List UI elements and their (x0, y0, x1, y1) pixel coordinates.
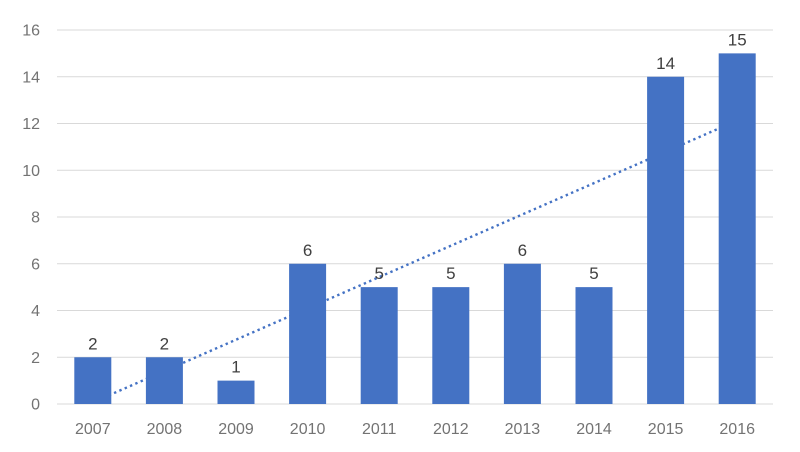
y-tick-label: 8 (31, 210, 40, 227)
bar (145, 357, 183, 404)
x-tick-label: 2010 (290, 421, 326, 438)
bar-data-label: 5 (589, 264, 598, 283)
bar-data-label: 5 (446, 264, 455, 283)
bar (74, 357, 112, 404)
bar (217, 380, 255, 404)
x-tick-label: 2012 (433, 421, 469, 438)
x-tick-label: 2013 (505, 421, 541, 438)
y-tick-label: 4 (31, 303, 40, 320)
bar-data-label: 14 (656, 54, 675, 73)
x-tick-label: 2008 (147, 421, 183, 438)
y-tick-label: 6 (31, 256, 40, 273)
x-tick-label: 2011 (362, 421, 397, 438)
trendline (92, 119, 738, 404)
bar-data-label: 15 (728, 30, 747, 49)
x-tick-label: 2016 (719, 421, 755, 438)
bar (289, 263, 327, 404)
x-tick-label: 2009 (218, 421, 254, 438)
bar-data-label: 1 (231, 358, 240, 377)
bar (575, 287, 613, 404)
bar-data-label: 5 (374, 264, 383, 283)
x-tick-label: 2007 (75, 421, 111, 438)
y-tick-label: 2 (31, 350, 40, 367)
bar-data-label: 6 (303, 241, 312, 260)
y-tick-label: 16 (22, 23, 40, 40)
y-tick-label: 0 (31, 397, 40, 414)
bar-data-label: 6 (518, 241, 527, 260)
bar (432, 287, 470, 404)
y-tick-label: 12 (22, 116, 40, 133)
y-tick-label: 14 (22, 69, 40, 86)
x-tick-label: 2014 (576, 421, 612, 438)
bar (718, 53, 756, 404)
bar (647, 76, 685, 404)
bar-data-label: 2 (88, 334, 97, 353)
y-tick-label: 10 (22, 163, 40, 180)
bar (503, 263, 541, 404)
x-tick-label: 2015 (648, 421, 684, 438)
bar (360, 287, 398, 404)
bar-data-label: 2 (160, 334, 169, 353)
